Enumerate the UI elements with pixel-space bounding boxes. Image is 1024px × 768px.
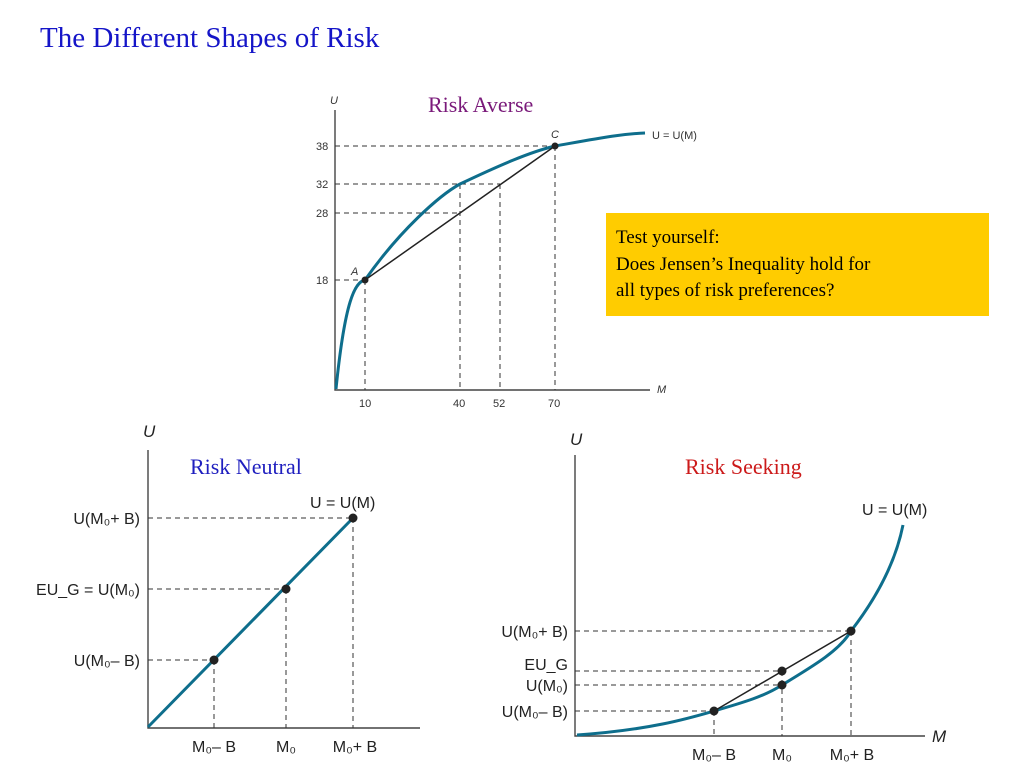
averse-x-tick: 52 xyxy=(493,398,505,410)
risk-seeking-chart: U M U = U(M) U(M₀+ B) EU_G U(M₀) U(M₀– B… xyxy=(501,430,947,764)
averse-point-a xyxy=(361,276,369,284)
test-yourself-callout: Test yourself: Does Jensen’s Inequality … xyxy=(606,213,989,316)
averse-point-c xyxy=(551,142,559,150)
seeking-x-label: M₀– B xyxy=(692,747,736,764)
risk-averse-chart: U M A C U = U(M) 38 32 28 18 10 40 52 70 xyxy=(316,95,697,410)
seeking-y-label: U(M₀) xyxy=(526,678,568,695)
seeking-point-high xyxy=(846,626,856,636)
seeking-y-label: EU_G xyxy=(524,657,568,674)
risk-neutral-chart: U U = U(M) U(M₀+ B) EU_G = U(M₀) U(M₀– B… xyxy=(36,422,420,756)
risk-seeking-title: Risk Seeking xyxy=(685,454,802,479)
averse-point-c-label: C xyxy=(551,129,559,141)
risk-averse-title: Risk Averse xyxy=(428,92,534,117)
neutral-x-label: M₀– B xyxy=(192,739,236,756)
neutral-y-label: EU_G = U(M₀) xyxy=(36,582,140,599)
seeking-y-label: U(M₀+ B) xyxy=(501,624,568,641)
callout-line: all types of risk preferences? xyxy=(616,280,835,302)
neutral-axes xyxy=(147,450,420,729)
seeking-x-label: M₀ xyxy=(772,747,792,764)
averse-y-tick: 38 xyxy=(316,141,328,153)
risk-neutral-title: Risk Neutral xyxy=(190,454,302,479)
neutral-point-low xyxy=(209,655,219,665)
seeking-point-low xyxy=(709,706,719,716)
averse-y-axis-label: U xyxy=(330,95,338,107)
averse-x-axis-label: M xyxy=(657,384,667,396)
seeking-point-mid xyxy=(777,680,787,690)
averse-point-a-label: A xyxy=(350,266,358,278)
seeking-point-expected xyxy=(777,666,787,676)
neutral-curve-label: U = U(M) xyxy=(310,495,375,512)
neutral-y-axis-label: U xyxy=(143,422,156,441)
neutral-x-label: M₀ xyxy=(276,739,296,756)
neutral-horizontal-guides xyxy=(148,517,353,661)
neutral-point-mid xyxy=(281,584,291,594)
neutral-utility-line xyxy=(146,516,355,729)
averse-x-tick: 40 xyxy=(453,398,465,410)
seeking-x-label: M₀+ B xyxy=(830,747,874,764)
neutral-y-label: U(M₀– B) xyxy=(74,653,140,670)
averse-vertical-guides xyxy=(364,146,556,390)
averse-utility-curve xyxy=(334,131,646,390)
averse-axes xyxy=(334,110,650,391)
neutral-x-label: M₀+ B xyxy=(333,739,377,756)
averse-x-tick: 70 xyxy=(548,398,560,410)
seeking-y-axis-label: U xyxy=(570,430,583,449)
averse-y-tick: 28 xyxy=(316,208,328,220)
page-title: The Different Shapes of Risk xyxy=(40,22,380,54)
averse-horizontal-guides xyxy=(335,145,555,281)
callout-line: Does Jensen’s Inequality hold for xyxy=(616,253,871,275)
averse-y-tick: 18 xyxy=(316,275,328,287)
neutral-point-high xyxy=(348,513,358,523)
neutral-vertical-guides xyxy=(213,518,354,728)
averse-chord xyxy=(364,145,556,281)
neutral-y-label: U(M₀+ B) xyxy=(73,511,140,528)
averse-x-tick: 10 xyxy=(359,398,371,410)
seeking-y-label: U(M₀– B) xyxy=(502,704,568,721)
callout-line: Test yourself: xyxy=(616,227,720,248)
averse-curve-label: U = U(M) xyxy=(652,130,697,142)
seeking-x-axis-label: M xyxy=(932,727,947,746)
averse-y-tick: 32 xyxy=(316,179,328,191)
seeking-horizontal-guides xyxy=(575,630,851,712)
seeking-curve-label: U = U(M) xyxy=(862,502,927,519)
seeking-axes xyxy=(574,455,925,737)
